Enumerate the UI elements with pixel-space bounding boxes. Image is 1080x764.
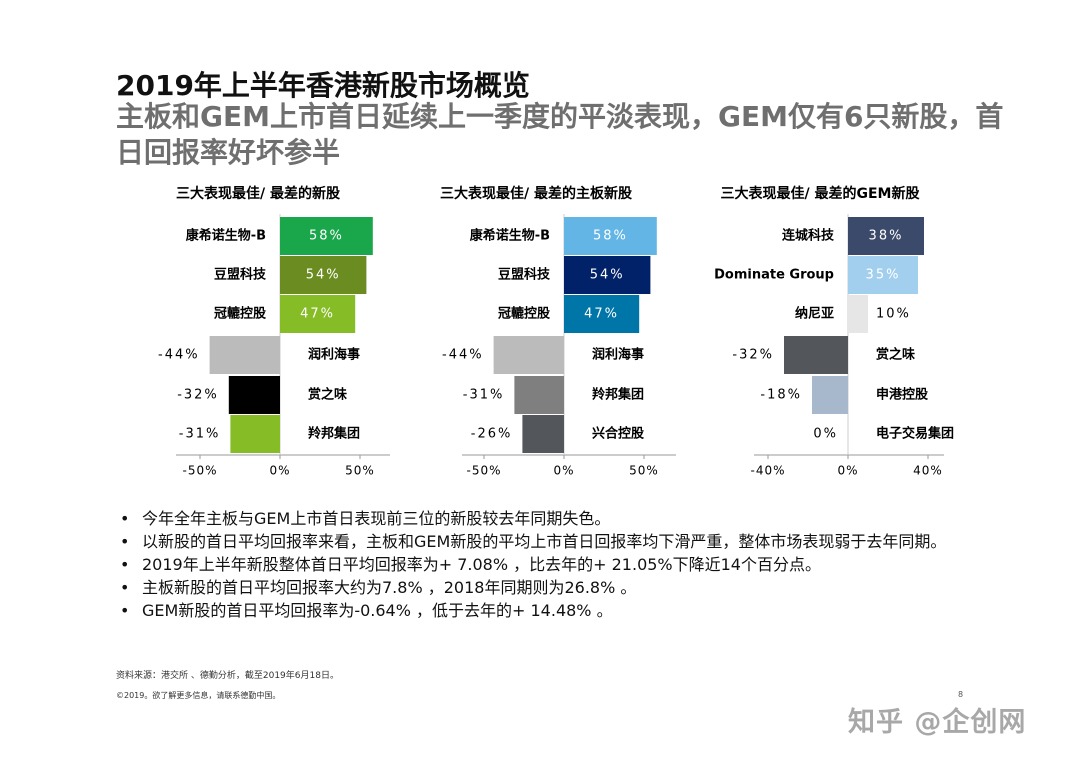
bullet-list: • 今年全年主板与GEM上市首日表现前三位的新股较去年同期失色。 • 以新股的首日平…	[116, 507, 996, 622]
bar	[564, 256, 651, 294]
bullet-text: 以新股的首日平均回报率来看，主板和GEM新股的平均上市首日回报率均下滑严重，整体…	[142, 532, 947, 551]
category-label: 冠轆控股	[498, 306, 550, 322]
bar	[280, 217, 373, 255]
bullet-dot: •	[120, 601, 130, 620]
source-note: 资料来源：港交所 、德勤分析，截至2019年6月18日。	[116, 671, 339, 681]
category-label: 豆盟科技	[214, 267, 267, 283]
category-label: 连城科技	[782, 228, 835, 244]
x-tick-label: -50%	[466, 464, 501, 478]
category-label: 豆盟科技	[498, 267, 551, 283]
bar	[514, 376, 564, 414]
bar	[784, 336, 848, 374]
value-label: 10%	[876, 307, 911, 322]
value-label: 35%	[866, 268, 901, 283]
bullet-item: • GEM新股的首日平均回报率为-0.64% ，低于去年的+ 14.48% 。	[116, 599, 996, 622]
bar	[522, 415, 564, 453]
value-label: 47%	[300, 307, 335, 322]
bar	[812, 376, 848, 414]
bullet-dot: •	[120, 532, 130, 551]
x-tick-label: 40%	[913, 464, 943, 478]
value-label: -31%	[179, 427, 221, 442]
bar	[280, 256, 367, 294]
x-tick-label: 50%	[629, 464, 659, 478]
page-subtitle: 主板和GEM上市首日延续上一季度的平淡表现，GEM仅有6只新股，首日回报率好坏参…	[116, 100, 1004, 169]
x-tick-label: -50%	[182, 464, 217, 478]
category-label: 羚邦集团	[308, 426, 360, 442]
category-label: 纳尼亚	[795, 306, 834, 322]
charts-layer: 三大表现最佳/ 最差的新股 -50% 0% 50% 康希诺生物-B 58% 豆盟科技 54% 冠…	[158, 185, 954, 478]
bullet-dot: •	[120, 509, 130, 528]
bullet-text: GEM新股的首日平均回报率为-0.64% ，低于去年的+ 14.48% 。	[142, 601, 613, 620]
bullet-item: • 以新股的首日平均回报率来看，主板和GEM新股的平均上市首日回报率均下滑严重，整…	[116, 530, 996, 553]
value-label: 58%	[593, 229, 628, 244]
value-label: 54%	[590, 268, 625, 283]
charts-canvas: 三大表现最佳/ 最差的新股 -50% 0% 50% 康希诺生物-B 58% 豆盟科技 54% 冠…	[158, 185, 954, 478]
bar	[564, 217, 657, 255]
bar	[848, 295, 868, 333]
category-label: 润利海事	[592, 347, 644, 363]
bullet-dot: •	[120, 578, 130, 597]
bar	[230, 415, 280, 453]
x-tick-label: -40%	[750, 464, 785, 478]
category-label: 兴合控股	[592, 426, 644, 442]
bullet-text: 今年全年主板与GEM上市首日表现前三位的新股较去年同期失色。	[142, 509, 611, 528]
category-label: 羚邦集团	[592, 387, 644, 403]
bullet-text: 2019年上半年新股整体首日平均回报率为+ 7.08% ，比去年的+ 21.05…	[142, 555, 821, 574]
category-label: 电子交易集团	[876, 426, 954, 442]
chart-title: 三大表现最佳/ 最差的新股	[176, 185, 341, 202]
bar	[848, 217, 924, 255]
bar	[228, 376, 280, 414]
watermark: 知乎 @企创网	[848, 707, 1027, 738]
bullet-item: • 主板新股的首日平均回报率大约为7.8% ，2018年同期则为26.8% 。	[116, 576, 996, 599]
value-label: 54%	[306, 268, 341, 283]
bullet-item: • 2019年上半年新股整体首日平均回报率为+ 7.08% ，比去年的+ 21.0…	[116, 553, 996, 576]
chart-title: 三大表现最佳/ 最差的GEM新股	[721, 185, 921, 202]
x-tick-label: 0%	[553, 464, 574, 478]
value-label: -32%	[177, 388, 219, 403]
category-label: 康希诺生物-B	[186, 228, 266, 244]
value-label: -44%	[158, 348, 200, 363]
category-label: 赏之味	[876, 347, 915, 363]
value-label: -18%	[760, 388, 802, 403]
bar	[209, 336, 280, 374]
value-label: 0%	[813, 427, 838, 442]
bar	[564, 295, 640, 333]
bar	[280, 295, 356, 333]
x-tick-label: 0%	[837, 464, 858, 478]
value-label: -32%	[732, 348, 774, 363]
category-label: 申港控股	[876, 387, 928, 403]
page-number: 8	[958, 690, 964, 699]
bullet-item: • 今年全年主板与GEM上市首日表现前三位的新股较去年同期失色。	[116, 507, 996, 530]
value-label: 58%	[309, 229, 344, 244]
x-tick-label: 0%	[269, 464, 290, 478]
value-label: -44%	[442, 348, 484, 363]
copyright-note: ©2019。欲了解更多信息，请联系德勤中国。	[116, 691, 281, 700]
x-tick-label: 50%	[345, 464, 375, 478]
value-label: -31%	[463, 388, 505, 403]
category-label: 赏之味	[308, 387, 347, 403]
category-label: 冠轆控股	[214, 306, 266, 322]
bullet-text: 主板新股的首日平均回报率大约为7.8% ，2018年同期则为26.8% 。	[142, 578, 637, 597]
bullet-dot: •	[120, 555, 130, 574]
bar	[493, 336, 564, 374]
category-label: 康希诺生物-B	[470, 228, 550, 244]
value-label: 38%	[869, 229, 904, 244]
value-label: 47%	[584, 307, 619, 322]
page-title: 2019年上半年香港新股市场概览	[116, 69, 530, 102]
value-label: -26%	[471, 427, 513, 442]
bar	[848, 256, 918, 294]
chart-title: 三大表现最佳/ 最差的主板新股	[440, 185, 633, 202]
category-label: Dominate Group	[714, 268, 834, 283]
category-label: 润利海事	[308, 347, 360, 363]
